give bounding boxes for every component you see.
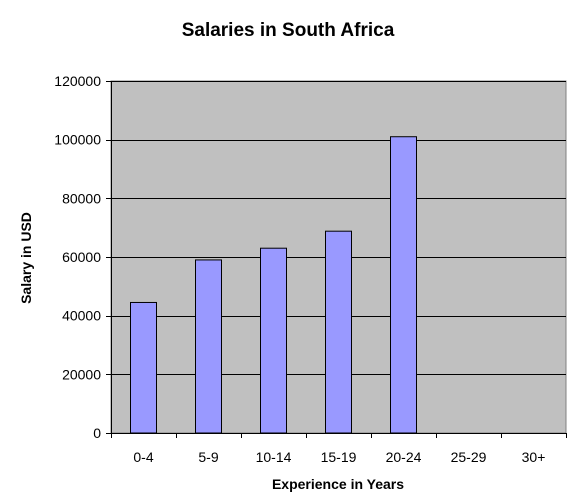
bars: [130, 136, 417, 434]
x-tick-label-0-4: 0-4: [133, 449, 153, 465]
y-tick-label-0: 0: [93, 425, 101, 441]
x-axis-ticks: 0-4 5-9 10-14 15-19 20-24 25-29 30+: [111, 433, 567, 465]
y-tick-label-80000: 80000: [62, 190, 101, 206]
chart-title: Salaries in South Africa: [182, 20, 395, 41]
bar-10-14: [260, 247, 287, 434]
x-tick-label-15-19: 15-19: [321, 449, 357, 465]
y-tick-label-100000: 100000: [54, 132, 101, 148]
y-tick-label-60000: 60000: [62, 249, 101, 265]
bar-20-24: [390, 136, 417, 434]
y-tick-label-120000: 120000: [54, 73, 101, 89]
bar-15-19: [325, 230, 352, 434]
x-tick-label-30+: 30+: [522, 449, 546, 465]
x-tick-label-25-29: 25-29: [451, 449, 487, 465]
y-axis-title: Salary in USD: [18, 212, 34, 304]
x-tick-label-5-9: 5-9: [198, 449, 218, 465]
y-tick-label-40000: 40000: [62, 308, 101, 324]
y-axis-ticks: 0 20000 40000 60000 80000 100000 120000: [54, 73, 111, 441]
gridlines: [111, 81, 566, 375]
bar-5-9: [195, 259, 222, 434]
y-tick-label-20000: 20000: [62, 366, 101, 382]
axes: [111, 81, 566, 434]
bar-0-4: [130, 301, 157, 434]
x-tick-label-20-24: 20-24: [386, 449, 422, 465]
x-tick-label-10-14: 10-14: [256, 449, 292, 465]
x-axis-title: Experience in Years: [272, 476, 404, 492]
